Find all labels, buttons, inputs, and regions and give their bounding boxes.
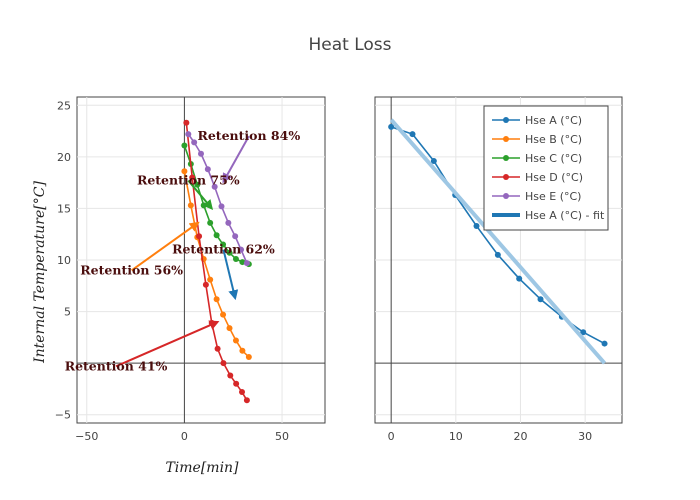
data-point [245,353,252,360]
y-tick-label: 15 [57,202,71,215]
x-tick-label: 20 [513,430,527,443]
x-tick-label: 0 [388,430,395,443]
legend-entry: Hse A (°C) - fit [525,209,605,222]
data-point [494,251,501,258]
legend-entry: Hse E (°C) [525,190,581,203]
data-point [232,337,239,344]
y-tick-label: 5 [64,306,71,319]
data-point [191,139,198,146]
data-point [213,232,220,239]
series-line [187,133,248,264]
data-point [580,329,587,336]
annotation-label: Retention 56% [80,262,183,277]
data-point [227,372,234,379]
data-point [232,233,239,240]
data-point [207,219,214,226]
data-point [388,123,395,130]
annotation-arrow [131,221,200,272]
data-point [220,360,227,367]
data-point [409,131,416,138]
y-tick-label: −5 [55,409,71,422]
legend-marker [503,136,509,142]
data-point [204,166,211,173]
legend-entry: Hse C (°C) [525,152,582,165]
x-tick-label: 10 [449,430,463,443]
data-point [200,202,207,209]
annotation-arrow [222,135,250,184]
data-point [243,260,250,267]
x-tick-label: 0 [181,430,188,443]
left-plot-panel: −5 5 10 15 20 25 −50 0 50 Retention 84% Retention … [55,96,326,443]
data-point [233,380,240,387]
legend-marker [503,117,509,123]
data-point [181,168,188,175]
data-point [220,241,227,248]
y-tick-label: 25 [57,99,71,112]
series-line [185,122,248,401]
data-point [207,276,214,283]
y-axis-title: Internal Temperature[°C] [32,181,48,364]
data-point [220,311,227,318]
data-point [226,325,233,332]
data-point [211,183,218,190]
data-point [537,296,544,303]
annotation-arrow [222,249,239,301]
data-point [214,345,221,352]
data-point [198,150,204,157]
legend-marker [503,174,509,180]
annotation-arrow [115,320,220,368]
data-point [218,203,225,210]
legend-entry: Hse D (°C) [525,171,583,184]
legend: Hse A (°C) Hse B (°C) Hse C (°C) Hse D (°C)… [483,105,609,231]
legend-marker [503,193,509,199]
y-tick-label: 20 [57,151,71,164]
series-line-fit [389,118,607,365]
legend-marker [503,155,509,161]
data-point [243,397,250,404]
data-point [516,275,523,282]
annotation-label: Retention 62% [172,242,275,257]
annotation-label: Retention 75% [137,173,240,188]
data-point [196,233,203,240]
data-point [213,296,220,303]
legend-box [483,105,609,231]
chart-title: Heat Loss [308,35,391,55]
data-point [181,142,188,149]
data-point [238,246,245,253]
data-point [473,222,480,229]
legend-entry: Hse A (°C) [525,114,582,127]
data-point [239,347,246,354]
x-tick-label: −50 [75,430,98,443]
legend-entry: Hse B (°C) [525,133,582,146]
y-tick-label: 10 [57,254,71,267]
annotation-arrow [187,179,214,210]
x-axis-title: Time[min] [165,460,239,476]
data-point [185,131,192,138]
data-point [601,340,608,347]
x-tick-label: 30 [578,430,592,443]
data-point [239,389,246,396]
data-point [239,259,246,266]
data-point [202,281,209,288]
annotation-label: Retention 84% [197,128,300,143]
annotation-label: Retention 41% [65,358,168,373]
data-point [430,157,437,164]
data-point [232,255,239,262]
data-point [189,174,196,181]
x-tick-label: 50 [275,430,289,443]
data-point [225,219,232,226]
data-point [226,249,233,256]
data-point [187,202,194,209]
data-point [183,119,190,126]
data-point [194,181,201,188]
